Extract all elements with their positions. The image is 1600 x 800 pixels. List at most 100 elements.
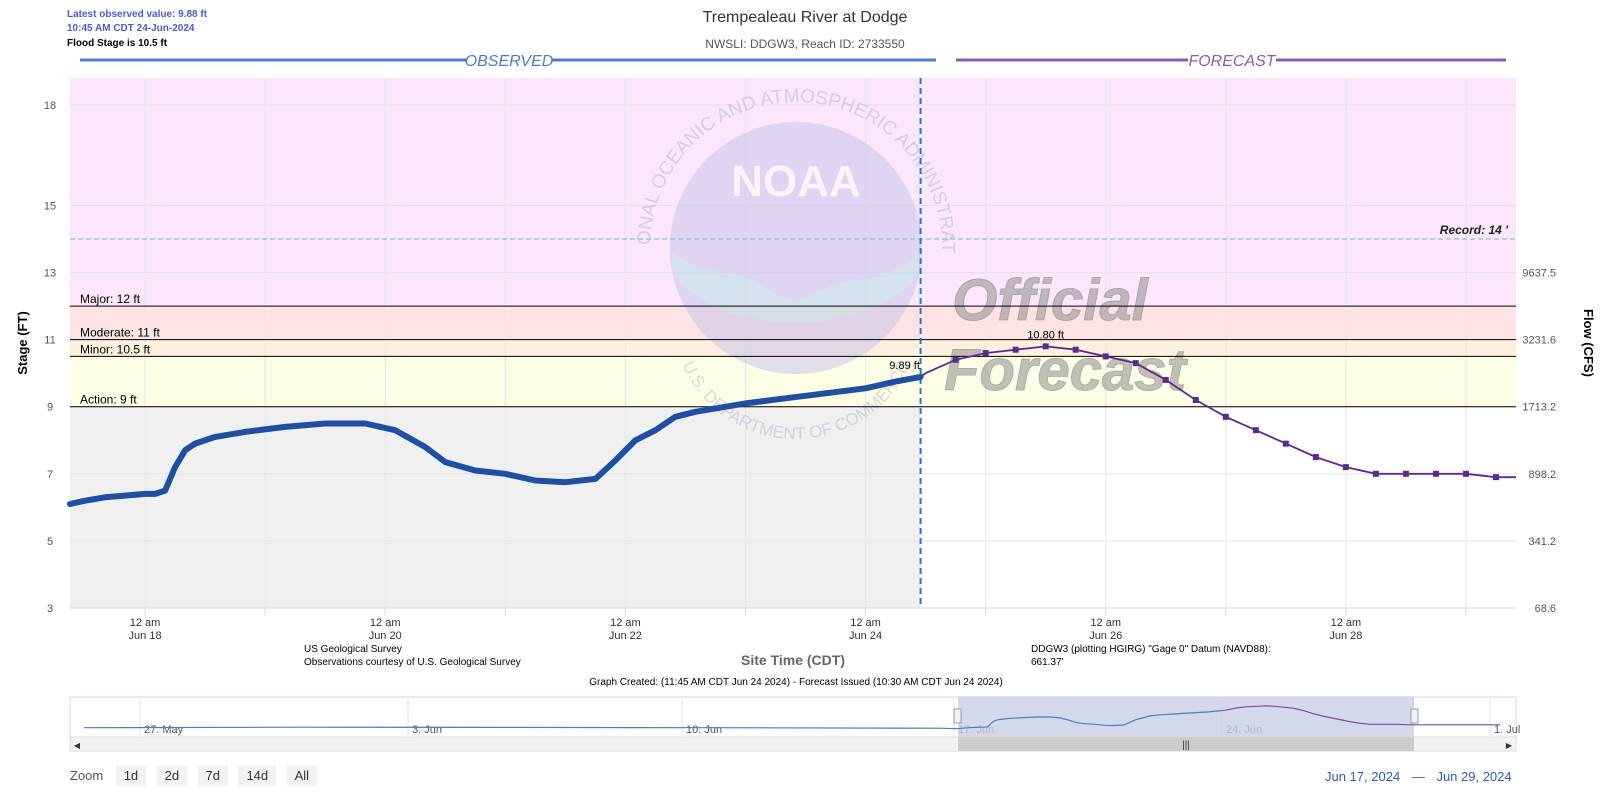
forecast-point xyxy=(1012,346,1019,353)
y-axis-right-title: Flow (CFS) xyxy=(1581,309,1596,377)
observed-point xyxy=(863,385,869,391)
x-tick-label-time: 12 am xyxy=(610,617,641,629)
y-tick-label: 15 xyxy=(44,200,56,212)
forecast-point xyxy=(1072,346,1079,353)
zoom-all-button[interactable]: All xyxy=(286,765,318,786)
navigator-date-label: 1. Jul xyxy=(1494,724,1520,736)
forecast-point xyxy=(952,356,959,363)
observed-point xyxy=(532,478,538,484)
watermark-official: Official xyxy=(952,268,1149,333)
observed-point xyxy=(672,414,678,420)
scroll-right-arrow-icon[interactable]: ▶ xyxy=(1506,741,1513,750)
threshold-label-moderate: Moderate: 11 ft xyxy=(80,326,160,340)
threshold-lines: Record: 14 ' Major: 12 ft Moderate: 11 ft M… xyxy=(70,223,1516,408)
observed-point xyxy=(282,424,288,430)
zoom-14d-button[interactable]: 14d xyxy=(238,765,277,786)
forecast-point xyxy=(1432,470,1439,477)
navigator-handle-right[interactable] xyxy=(1410,708,1419,724)
y-tick-label: 3 xyxy=(47,603,53,615)
forecast-point xyxy=(1132,360,1139,367)
navigator-handle-left[interactable] xyxy=(953,708,962,724)
y-tick-label: 9 xyxy=(47,402,53,414)
scroll-left-arrow-icon[interactable]: ◀ xyxy=(74,741,81,750)
forecast-point xyxy=(1372,470,1379,477)
navigator-scrollbar-thumb[interactable] xyxy=(958,737,1414,751)
band-forecast-below-action xyxy=(920,406,1516,608)
zoom-1d-button[interactable]: 1d xyxy=(115,765,147,786)
observed-point xyxy=(612,457,618,463)
y-tick-label: 11 xyxy=(44,335,55,347)
range-from[interactable]: Jun 17, 2024 xyxy=(1325,769,1401,784)
observed-point xyxy=(742,400,748,406)
observed-point xyxy=(823,390,829,396)
x-tick-label-time: 12 am xyxy=(1090,617,1121,629)
y-tick-label: 5 xyxy=(47,536,53,548)
latest-observed-time: 10:45 AM CDT 24-Jun-2024 xyxy=(67,23,195,34)
series-layer xyxy=(67,343,1516,507)
x-tick-label-time: 12 am xyxy=(130,617,161,629)
y-axis-title: Stage (FT) xyxy=(15,311,30,375)
observed-point xyxy=(152,491,158,497)
zoom-label: Zoom xyxy=(70,768,104,783)
forecast-point xyxy=(1342,464,1349,471)
observed-label: OBSERVED xyxy=(465,53,554,70)
range-separator: — xyxy=(1411,769,1425,784)
forecast-point xyxy=(1162,376,1169,383)
x-tick-label-time: 12 am xyxy=(370,617,401,629)
observed-point xyxy=(142,491,148,497)
observed-point xyxy=(692,409,698,415)
flow-tick-label: 3231.6 xyxy=(1522,335,1556,347)
observed-point xyxy=(592,476,598,482)
observed-point xyxy=(242,429,248,435)
forecast-series-line xyxy=(920,345,1516,479)
chart-subtitle: NWSLI: DDGW3, Reach ID: 2733550 xyxy=(705,37,905,51)
y-axis: 3 5 7 9 11 13 15 18 xyxy=(44,100,56,615)
observed-point xyxy=(712,405,718,411)
data-label: 10.80 ft xyxy=(1027,329,1064,341)
forecast-point xyxy=(1252,427,1259,434)
zoom-7d-button[interactable]: 7d xyxy=(197,765,228,786)
zoom-2d-button[interactable]: 2d xyxy=(156,765,188,786)
x-tick-label-time: 12 am xyxy=(850,617,881,629)
x-tick-label-date: Jun 28 xyxy=(1329,630,1362,642)
flood-stage-note: Flood Stage is 10.5 ft xyxy=(67,38,168,49)
zoom-controls: Zoom 1d 2d 7d 14d All xyxy=(70,765,323,786)
source-usgs-courtesy: Observations courtesy of U.S. Geological… xyxy=(304,657,521,668)
y-tick-label: 13 xyxy=(44,268,56,280)
forecast-point xyxy=(1222,413,1229,420)
range-to[interactable]: Jun 29, 2024 xyxy=(1436,769,1512,784)
forecast-header: FORECAST xyxy=(956,53,1506,70)
date-range-display: Jun 17, 2024 — Jun 29, 2024 xyxy=(1325,769,1512,784)
scrollbar-grip-icon[interactable]: ||| xyxy=(1182,740,1190,751)
forecast-point xyxy=(1102,353,1109,360)
forecast-point xyxy=(1462,470,1469,477)
x-tick-label-time: 12 am xyxy=(1331,617,1362,629)
threshold-label-major: Major: 12 ft xyxy=(80,292,141,306)
observed-point xyxy=(442,459,448,465)
forecast-label: FORECAST xyxy=(1188,53,1276,70)
observed-point xyxy=(182,447,188,453)
x-tick-label-date: Jun 22 xyxy=(609,630,642,642)
y-tick-label: 18 xyxy=(44,100,56,112)
x-tick-label-date: Jun 24 xyxy=(849,630,882,642)
observed-point xyxy=(192,441,198,447)
observed-point xyxy=(322,421,328,427)
threshold-label-minor: Minor: 10.5 ft xyxy=(80,342,151,356)
flow-tick-label: 898.2 xyxy=(1528,469,1556,481)
observed-point xyxy=(67,501,73,507)
forecast-point xyxy=(1312,454,1319,461)
observed-point xyxy=(172,464,178,470)
observed-point xyxy=(362,421,368,427)
observed-point xyxy=(82,498,88,504)
y-tick-label: 7 xyxy=(47,469,53,481)
record-label: Record: 14 ' xyxy=(1440,223,1509,237)
observed-point xyxy=(782,395,788,401)
watermark-forecast: Forecast xyxy=(944,338,1188,403)
observed-point xyxy=(162,488,168,494)
observed-point xyxy=(652,427,658,433)
data-labels: 9.89 ft 10.80 ft xyxy=(889,329,1064,372)
observed-point xyxy=(422,444,428,450)
